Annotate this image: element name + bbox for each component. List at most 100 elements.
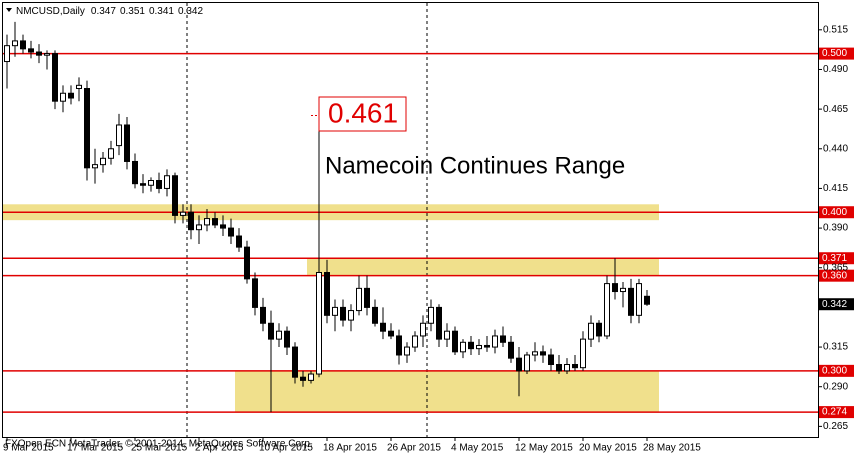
candle-body	[372, 306, 378, 324]
candle-body	[300, 376, 306, 381]
candle-body	[292, 346, 298, 378]
candle-body	[556, 364, 562, 372]
y-tick-label: 0.490	[823, 64, 848, 75]
level-tag	[819, 206, 854, 219]
candle-body	[316, 272, 322, 375]
level-tag	[819, 406, 854, 419]
candle-body	[604, 283, 610, 337]
candle-body	[636, 283, 642, 316]
x-tick-label: 20 May 2015	[579, 443, 637, 454]
candle-body	[580, 338, 586, 369]
y-tick-label: 0.365	[823, 262, 848, 273]
header-low: 0.341	[149, 6, 174, 17]
candle-body	[148, 180, 154, 186]
candle-body	[236, 235, 242, 248]
candle-body	[364, 287, 370, 308]
candle-body	[404, 346, 410, 356]
x-tick-label: 2 Apr 2015	[195, 443, 244, 454]
y-tick-label: 0.290	[823, 381, 848, 392]
candle-body	[252, 278, 258, 308]
candle-body	[396, 335, 402, 356]
candle-body	[196, 224, 202, 231]
zone	[235, 370, 659, 413]
candle-body	[468, 341, 474, 350]
callout-box	[318, 96, 407, 132]
header: NMCUSD,Daily 0.347 0.351 0.341 0.342	[16, 6, 203, 17]
candle-body	[116, 124, 122, 147]
header-symbol: NMCUSD,Daily	[16, 6, 85, 17]
candle-body	[596, 322, 602, 337]
candle-body	[260, 306, 266, 324]
candle-body	[36, 51, 42, 56]
price-label: 0.342	[822, 299, 847, 310]
candle-body	[340, 306, 346, 321]
y-tick-label: 0.465	[823, 104, 848, 115]
callout-label: 0.461	[328, 97, 398, 128]
candle-body	[276, 330, 282, 340]
x-tick-label: 10 Apr 2015	[259, 443, 313, 454]
x-tick-label: 12 May 2015	[515, 443, 573, 454]
candle-body	[228, 227, 234, 237]
candle-body	[476, 344, 482, 350]
candle-body	[324, 272, 330, 316]
footer: FXOpen ECN MetaTrader, © 2001-2014, Meta…	[5, 439, 313, 450]
candle-body	[220, 224, 226, 229]
level-label: 0.300	[822, 365, 847, 376]
y-tick-label: 0.315	[823, 342, 848, 353]
candle-body	[180, 211, 186, 216]
plot-frame	[2, 2, 819, 438]
candle-body	[508, 341, 514, 359]
candle-body	[52, 53, 58, 102]
candle-body	[84, 87, 90, 169]
level-tag	[819, 252, 854, 265]
candle-body	[460, 341, 466, 353]
candle-body	[172, 175, 178, 216]
candle-body	[588, 322, 594, 340]
candle-body	[516, 357, 522, 372]
price-tag	[819, 298, 854, 311]
candle-body	[412, 335, 418, 348]
candle-body	[612, 283, 618, 293]
x-tick-label: 25 Mar 2015	[131, 443, 188, 454]
candle-body	[524, 354, 530, 372]
header-close: 0.342	[178, 6, 203, 17]
candle-body	[164, 175, 170, 189]
candle-body	[620, 287, 626, 293]
candle-body	[60, 92, 66, 102]
candle-body	[124, 124, 130, 162]
candle-body	[628, 287, 634, 316]
level-tag	[819, 364, 854, 377]
level-label: 0.500	[822, 48, 847, 59]
candle-body	[492, 335, 498, 348]
level-label: 0.274	[822, 407, 847, 418]
candle-body	[28, 48, 34, 53]
candle-body	[4, 45, 10, 63]
candle-body	[284, 330, 290, 348]
candle-body	[308, 373, 314, 381]
candle-body	[428, 306, 434, 324]
x-tick-label: 9 Mar 2015	[3, 443, 54, 454]
header-arrow	[6, 8, 12, 12]
y-tick-label: 0.390	[823, 223, 848, 234]
candle-body	[572, 364, 578, 369]
x-tick-label: 18 Apr 2015	[323, 443, 377, 454]
candle-body	[532, 351, 538, 356]
level-label: 0.400	[822, 207, 847, 218]
candle-body	[132, 160, 138, 185]
candle-body	[212, 218, 218, 226]
candle-body	[348, 310, 354, 321]
candle-body	[140, 183, 146, 186]
candle-body	[76, 84, 82, 89]
candle-body	[564, 364, 570, 372]
candle-body	[44, 53, 50, 56]
candle-body	[444, 330, 450, 340]
candle-body	[356, 287, 362, 312]
candle-body	[108, 148, 114, 159]
candle-body	[540, 351, 546, 356]
candle-body	[388, 330, 394, 337]
y-tick-label: 0.415	[823, 183, 848, 194]
candle-body	[204, 218, 210, 226]
candle-body	[500, 335, 506, 343]
